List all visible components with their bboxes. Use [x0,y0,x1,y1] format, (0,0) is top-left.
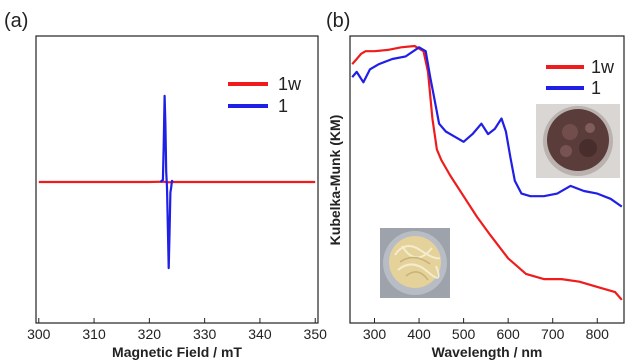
legend-label-1: 1 [278,96,288,116]
x-axis-label-b: Wavelength / nm [432,344,543,360]
x-tick-label: 320 [138,326,162,342]
panel-label-b: (b) [326,10,350,32]
plot-frame-a [35,35,319,324]
plot-frame-b [349,35,625,324]
series-line-1w [351,44,623,301]
x-tick-label: 600 [496,326,520,342]
x-tick-label: 350 [304,326,328,342]
y-axis-label-b: Kubelka-Munk (KM) [327,115,343,246]
series-line-1w [38,180,316,184]
legend-label-1w: 1w [591,57,615,77]
series-group-b [351,44,623,301]
panel-a: (a) 300 310 320 330 340 350 Magnetic Field / … [4,10,327,360]
x-tick-label: 400 [407,326,431,342]
yellow-fibrous-powder-photo [380,228,450,298]
panel-b: (b) 300 400 500 600 700 800 Wavelength / nm K… [326,10,625,360]
legend-label-1w: 1w [278,74,302,94]
legend-b: 1w 1 [546,57,615,98]
x-tick-label: 330 [193,326,217,342]
x-tick-label: 700 [541,326,565,342]
x-tick-label: 340 [248,326,272,342]
x-tick-label: 800 [586,326,610,342]
panel-label-a: (a) [4,10,28,32]
x-tick-label: 300 [363,326,387,342]
series-group-a [38,94,316,270]
series-line-1 [351,46,623,208]
x-tick-label: 500 [452,326,476,342]
brown-crystal-powder-photo [536,104,620,178]
legend-a: 1w 1 [228,74,302,116]
x-ticks-b: 300 400 500 600 700 800 [363,318,609,342]
x-tick-label: 300 [27,326,51,342]
x-ticks-a: 300 310 320 330 340 350 [27,318,327,342]
series-line-1 [159,94,174,270]
x-axis-label-a: Magnetic Field / mT [112,344,242,360]
legend-label-1: 1 [591,78,601,98]
x-tick-label: 310 [82,326,106,342]
